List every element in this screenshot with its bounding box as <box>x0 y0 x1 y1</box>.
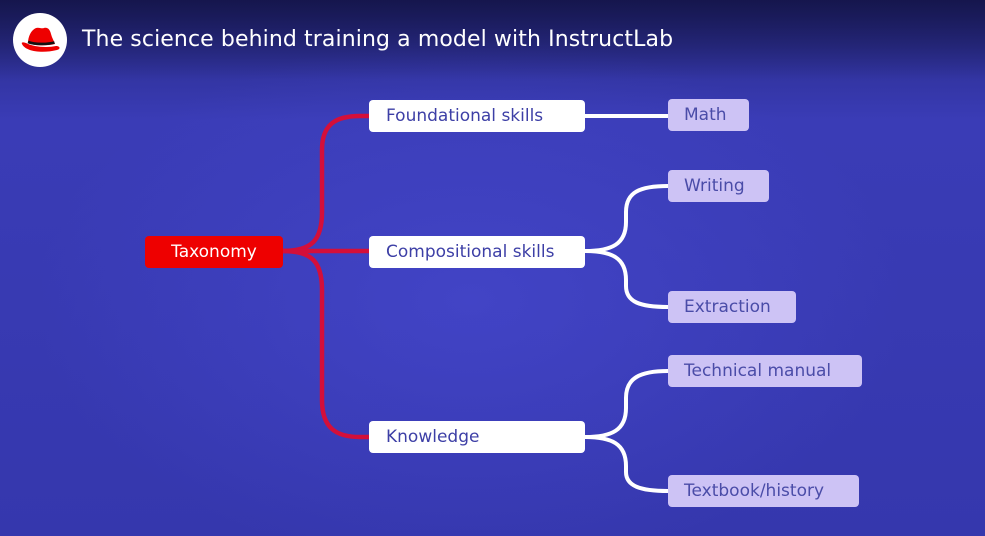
connector-compositional-extraction <box>583 249 670 309</box>
connector-knowledge-textbook <box>583 435 670 493</box>
connector-taxonomy-knowledge <box>280 248 372 440</box>
connector-knowledge-technical <box>583 369 670 439</box>
video-title-bar: The science behind training a model with… <box>0 0 985 80</box>
node-compositional-skills: Compositional skills <box>369 236 585 268</box>
video-title[interactable]: The science behind training a model with… <box>82 27 674 52</box>
redhat-fedora-icon <box>21 27 60 52</box>
node-extraction: Extraction <box>668 291 796 323</box>
connector-taxonomy-foundational <box>280 113 372 254</box>
node-textbook-history: Textbook/history <box>668 475 859 507</box>
channel-logo[interactable] <box>13 13 67 67</box>
node-taxonomy: Taxonomy <box>145 236 283 268</box>
node-technical-manual: Technical manual <box>668 355 862 387</box>
node-writing: Writing <box>668 170 769 202</box>
connector-compositional-writing <box>583 184 670 253</box>
node-math: Math <box>668 99 749 131</box>
node-knowledge: Knowledge <box>369 421 585 453</box>
node-foundational-skills: Foundational skills <box>369 100 585 132</box>
